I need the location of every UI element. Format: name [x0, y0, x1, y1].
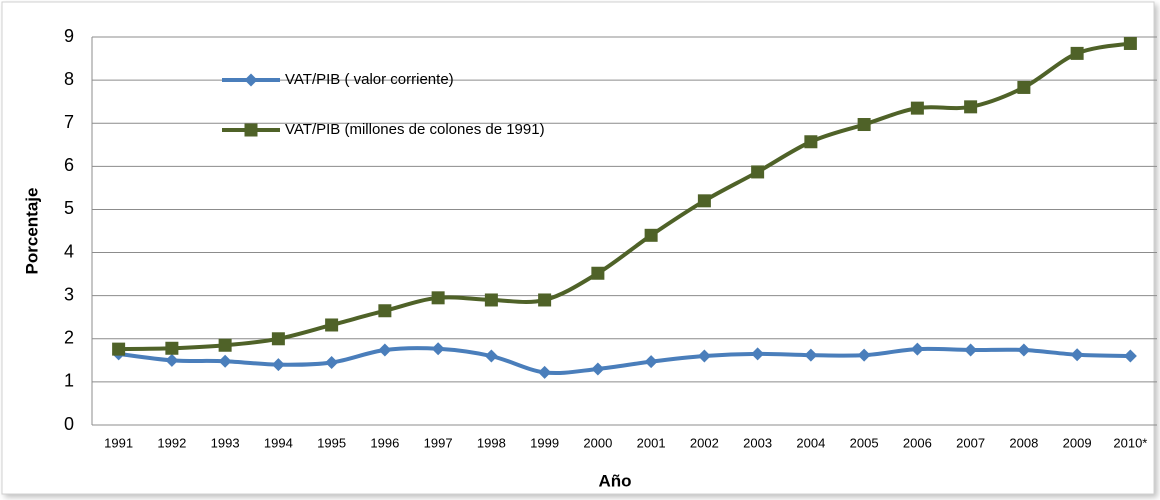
data-point — [165, 341, 179, 355]
data-point — [804, 348, 818, 362]
data-point — [325, 318, 339, 332]
x-axis-title: Año — [598, 471, 631, 490]
y-tick-label: 2 — [64, 328, 74, 348]
y-tick-label: 9 — [64, 26, 74, 46]
data-point — [484, 293, 498, 307]
legend-label: VAT/PIB ( valor corriente) — [285, 71, 454, 88]
x-tick-label: 1992 — [157, 435, 186, 450]
x-tick-label: 2010* — [1113, 435, 1147, 450]
x-tick-label: 2001 — [637, 435, 666, 450]
data-point — [857, 118, 871, 132]
x-tick-label: 1998 — [477, 435, 506, 450]
legend-label: VAT/PIB (millones de colones de 1991) — [285, 121, 545, 138]
y-axis-title: Porcentaje — [22, 188, 41, 275]
data-point — [1123, 349, 1137, 363]
data-point — [218, 338, 232, 352]
data-point — [644, 355, 658, 369]
y-tick-label: 7 — [64, 112, 74, 132]
x-tick-label: 1999 — [530, 435, 559, 450]
data-point — [964, 100, 978, 114]
data-point — [910, 342, 924, 356]
x-tick-label: 1995 — [317, 435, 346, 450]
data-point — [378, 343, 392, 357]
data-point — [271, 332, 285, 346]
x-tick-label: 1993 — [211, 435, 240, 450]
x-tick-label: 2008 — [1009, 435, 1038, 450]
x-tick-label: 2000 — [583, 435, 612, 450]
y-tick-label: 0 — [64, 414, 74, 434]
data-point — [431, 342, 445, 356]
y-tick-label: 3 — [64, 284, 74, 304]
data-point — [804, 135, 818, 149]
legend-marker — [244, 123, 258, 137]
data-point — [538, 293, 552, 307]
x-tick-label: 2004 — [796, 435, 825, 450]
y-tick-label: 6 — [64, 155, 74, 175]
data-point — [751, 165, 765, 179]
y-tick-label: 5 — [64, 198, 74, 218]
data-point — [697, 349, 711, 363]
legend-marker — [244, 73, 258, 87]
x-tick-label: 2002 — [690, 435, 719, 450]
data-point — [218, 354, 232, 368]
x-tick-label: 2006 — [903, 435, 932, 450]
y-tick-label: 4 — [64, 241, 74, 261]
data-point — [378, 304, 392, 318]
data-point — [1070, 46, 1084, 60]
y-tick-label: 1 — [64, 371, 74, 391]
data-point — [697, 194, 711, 208]
data-point — [1017, 343, 1031, 357]
x-tick-label: 1991 — [104, 435, 133, 450]
data-point — [431, 291, 445, 305]
data-point — [325, 355, 339, 369]
data-point — [165, 353, 179, 367]
x-tick-label: 2007 — [956, 435, 985, 450]
data-point — [751, 347, 765, 361]
data-point — [112, 342, 126, 356]
data-point — [1123, 36, 1137, 50]
data-point — [910, 101, 924, 115]
data-point — [1017, 80, 1031, 94]
data-point — [964, 343, 978, 357]
data-point — [644, 228, 658, 242]
data-point — [1070, 348, 1084, 362]
data-point — [271, 358, 285, 372]
x-tick-label: 2003 — [743, 435, 772, 450]
data-point — [538, 365, 552, 379]
data-point — [591, 266, 605, 280]
x-tick-label: 2009 — [1063, 435, 1092, 450]
x-tick-label: 1996 — [370, 435, 399, 450]
data-point — [857, 348, 871, 362]
y-tick-label: 8 — [64, 69, 74, 89]
x-tick-label: 2005 — [850, 435, 879, 450]
x-tick-label: 1997 — [424, 435, 453, 450]
x-tick-label: 1994 — [264, 435, 293, 450]
data-point — [591, 362, 605, 376]
data-point — [484, 349, 498, 363]
